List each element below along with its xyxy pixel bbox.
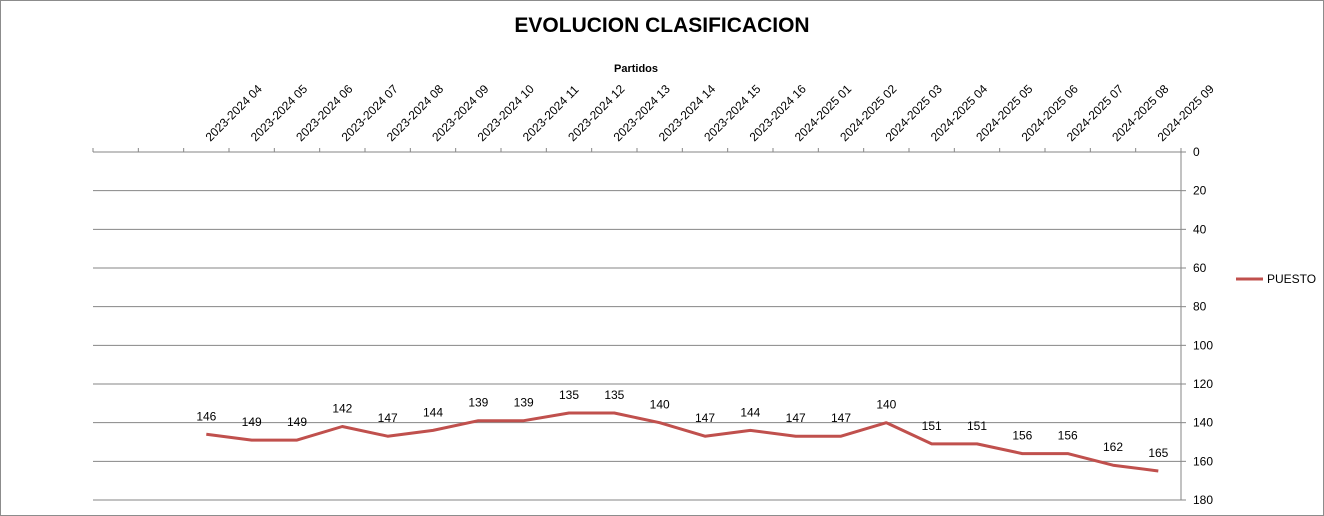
data-label: 135 — [559, 388, 579, 402]
series-layer — [206, 411, 1159, 473]
data-label: 147 — [831, 411, 851, 425]
data-label: 165 — [1148, 446, 1168, 460]
y-tick-label: 100 — [1193, 338, 1213, 352]
data-label: 135 — [604, 388, 624, 402]
data-label: 144 — [740, 405, 760, 419]
legend: PUESTO — [1236, 272, 1316, 286]
data-label: 140 — [876, 398, 896, 412]
y-tick-label: 20 — [1193, 184, 1207, 198]
chart-title: EVOLUCION CLASIFICACION — [514, 14, 810, 37]
data-labels: 146 149 149 142 147 144 139 139 135 135 140 147 144 1… — [196, 388, 1168, 460]
data-label: 144 — [423, 405, 443, 419]
y-tick-label: 140 — [1193, 416, 1213, 430]
grid-layer — [93, 151, 1181, 501]
data-label: 146 — [196, 409, 216, 423]
data-label: 147 — [378, 411, 398, 425]
data-label: 156 — [1058, 429, 1078, 443]
y-tick-label: 180 — [1193, 493, 1213, 507]
data-label: 151 — [922, 419, 942, 433]
data-label: 149 — [287, 415, 307, 429]
x-axis-title: Partidos — [614, 63, 658, 75]
y-tick-label: 60 — [1193, 261, 1207, 275]
y-tick-label: 40 — [1193, 222, 1207, 236]
data-label: 140 — [650, 398, 670, 412]
data-label: 139 — [514, 396, 534, 410]
data-label: 139 — [468, 396, 488, 410]
legend-label: PUESTO — [1267, 272, 1316, 286]
data-label: 147 — [695, 411, 715, 425]
series-line — [206, 411, 1159, 473]
y-axis: 0 20 40 60 80 100 120 140 160 180 — [1180, 145, 1213, 507]
data-label: 151 — [967, 419, 987, 433]
y-tick-label: 0 — [1193, 145, 1200, 159]
y-tick-label: 160 — [1193, 454, 1213, 468]
y-tick-label: 120 — [1193, 377, 1213, 391]
data-label: 147 — [786, 411, 806, 425]
data-label: 156 — [1012, 429, 1032, 443]
y-tick-label: 80 — [1193, 300, 1207, 314]
data-label: 149 — [242, 415, 262, 429]
data-label: 162 — [1103, 440, 1123, 454]
data-label: 142 — [332, 402, 352, 416]
